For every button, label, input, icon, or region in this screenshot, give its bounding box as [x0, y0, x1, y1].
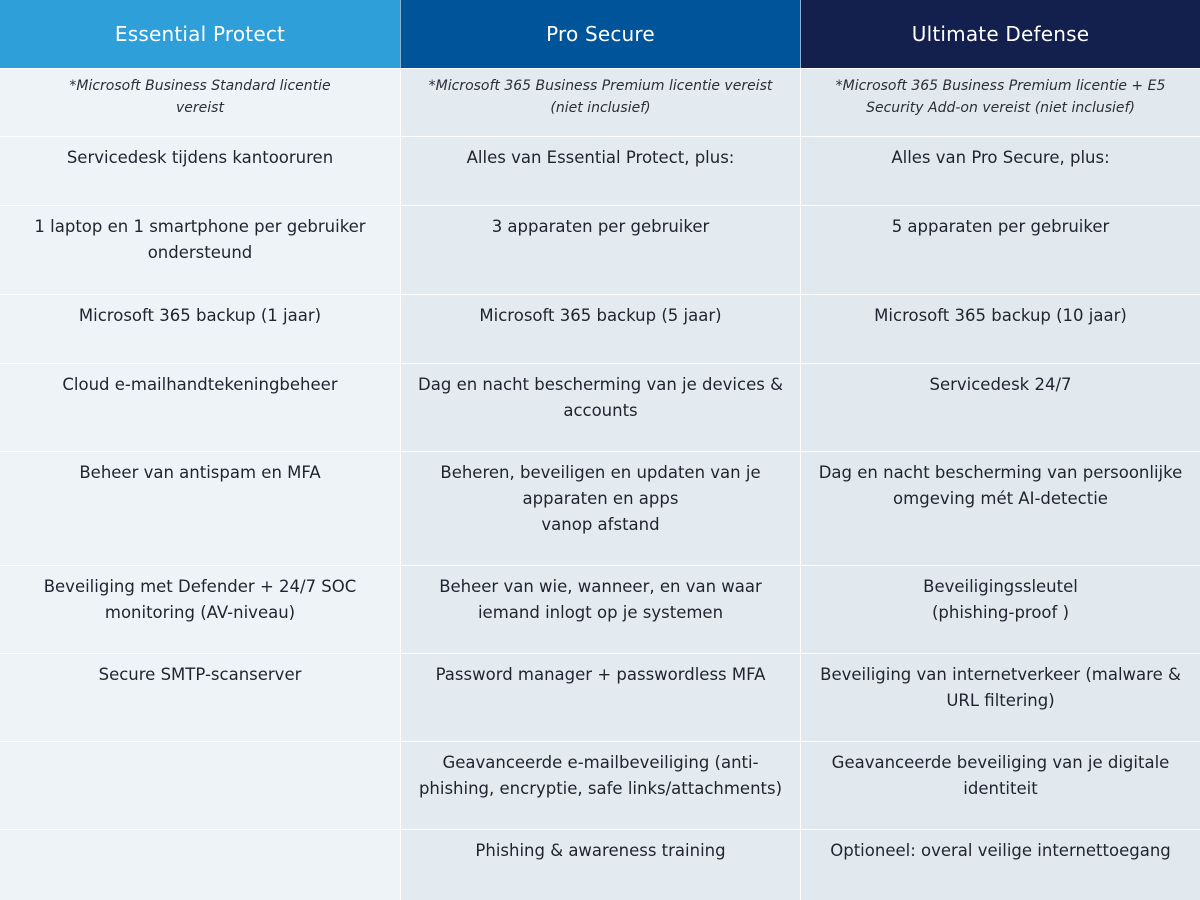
feature-cell: Beveiligingssleutel (phishing-proof ) [800, 565, 1200, 653]
feature-cell: Beheer van wie, wanneer, en van waar iem… [400, 565, 800, 653]
column-header-ultimate-defense: Ultimate Defense [800, 0, 1200, 68]
license-note-essential: *Microsoft Business Standard licentie ve… [0, 68, 400, 136]
feature-cell: Phishing & awareness training [400, 829, 800, 900]
license-note-pro: *Microsoft 365 Business Premium licentie… [400, 68, 800, 136]
feature-cell: Beveiliging van internetverkeer (malware… [800, 653, 1200, 741]
feature-cell: Secure SMTP-scanserver [0, 653, 400, 741]
license-note-ultimate: *Microsoft 365 Business Premium licentie… [800, 68, 1200, 136]
feature-cell: Optioneel: overal veilige internettoegan… [800, 829, 1200, 900]
feature-cell: Servicedesk tijdens kantooruren [0, 136, 400, 205]
feature-cell: Servicedesk 24/7 [800, 363, 1200, 451]
feature-cell: Microsoft 365 backup (10 jaar) [800, 294, 1200, 363]
column-header-essential-protect: Essential Protect [0, 0, 400, 68]
feature-cell: Alles van Essential Protect, plus: [400, 136, 800, 205]
feature-cell: Dag en nacht bescherming van persoonlijk… [800, 451, 1200, 565]
feature-cell: Beveiliging met Defender + 24/7 SOC moni… [0, 565, 400, 653]
feature-cell: 1 laptop en 1 smartphone per gebruiker o… [0, 205, 400, 294]
feature-cell: Microsoft 365 backup (1 jaar) [0, 294, 400, 363]
feature-cell: Geavanceerde beveiliging van je digitale… [800, 741, 1200, 829]
column-header-pro-secure: Pro Secure [400, 0, 800, 68]
feature-cell-empty [0, 741, 400, 829]
feature-cell: Beheren, beveiligen en updaten van je ap… [400, 451, 800, 565]
feature-cell: Alles van Pro Secure, plus: [800, 136, 1200, 205]
feature-cell: Beheer van antispam en MFA [0, 451, 400, 565]
feature-cell-empty [0, 829, 400, 900]
feature-cell: Microsoft 365 backup (5 jaar) [400, 294, 800, 363]
feature-cell: 3 apparaten per gebruiker [400, 205, 800, 294]
feature-cell: 5 apparaten per gebruiker [800, 205, 1200, 294]
feature-cell: Cloud e-mailhandtekeningbeheer [0, 363, 400, 451]
feature-cell: Dag en nacht bescherming van je devices … [400, 363, 800, 451]
feature-cell: Geavanceerde e-mailbeveiliging (anti- ph… [400, 741, 800, 829]
feature-cell: Password manager + passwordless MFA [400, 653, 800, 741]
